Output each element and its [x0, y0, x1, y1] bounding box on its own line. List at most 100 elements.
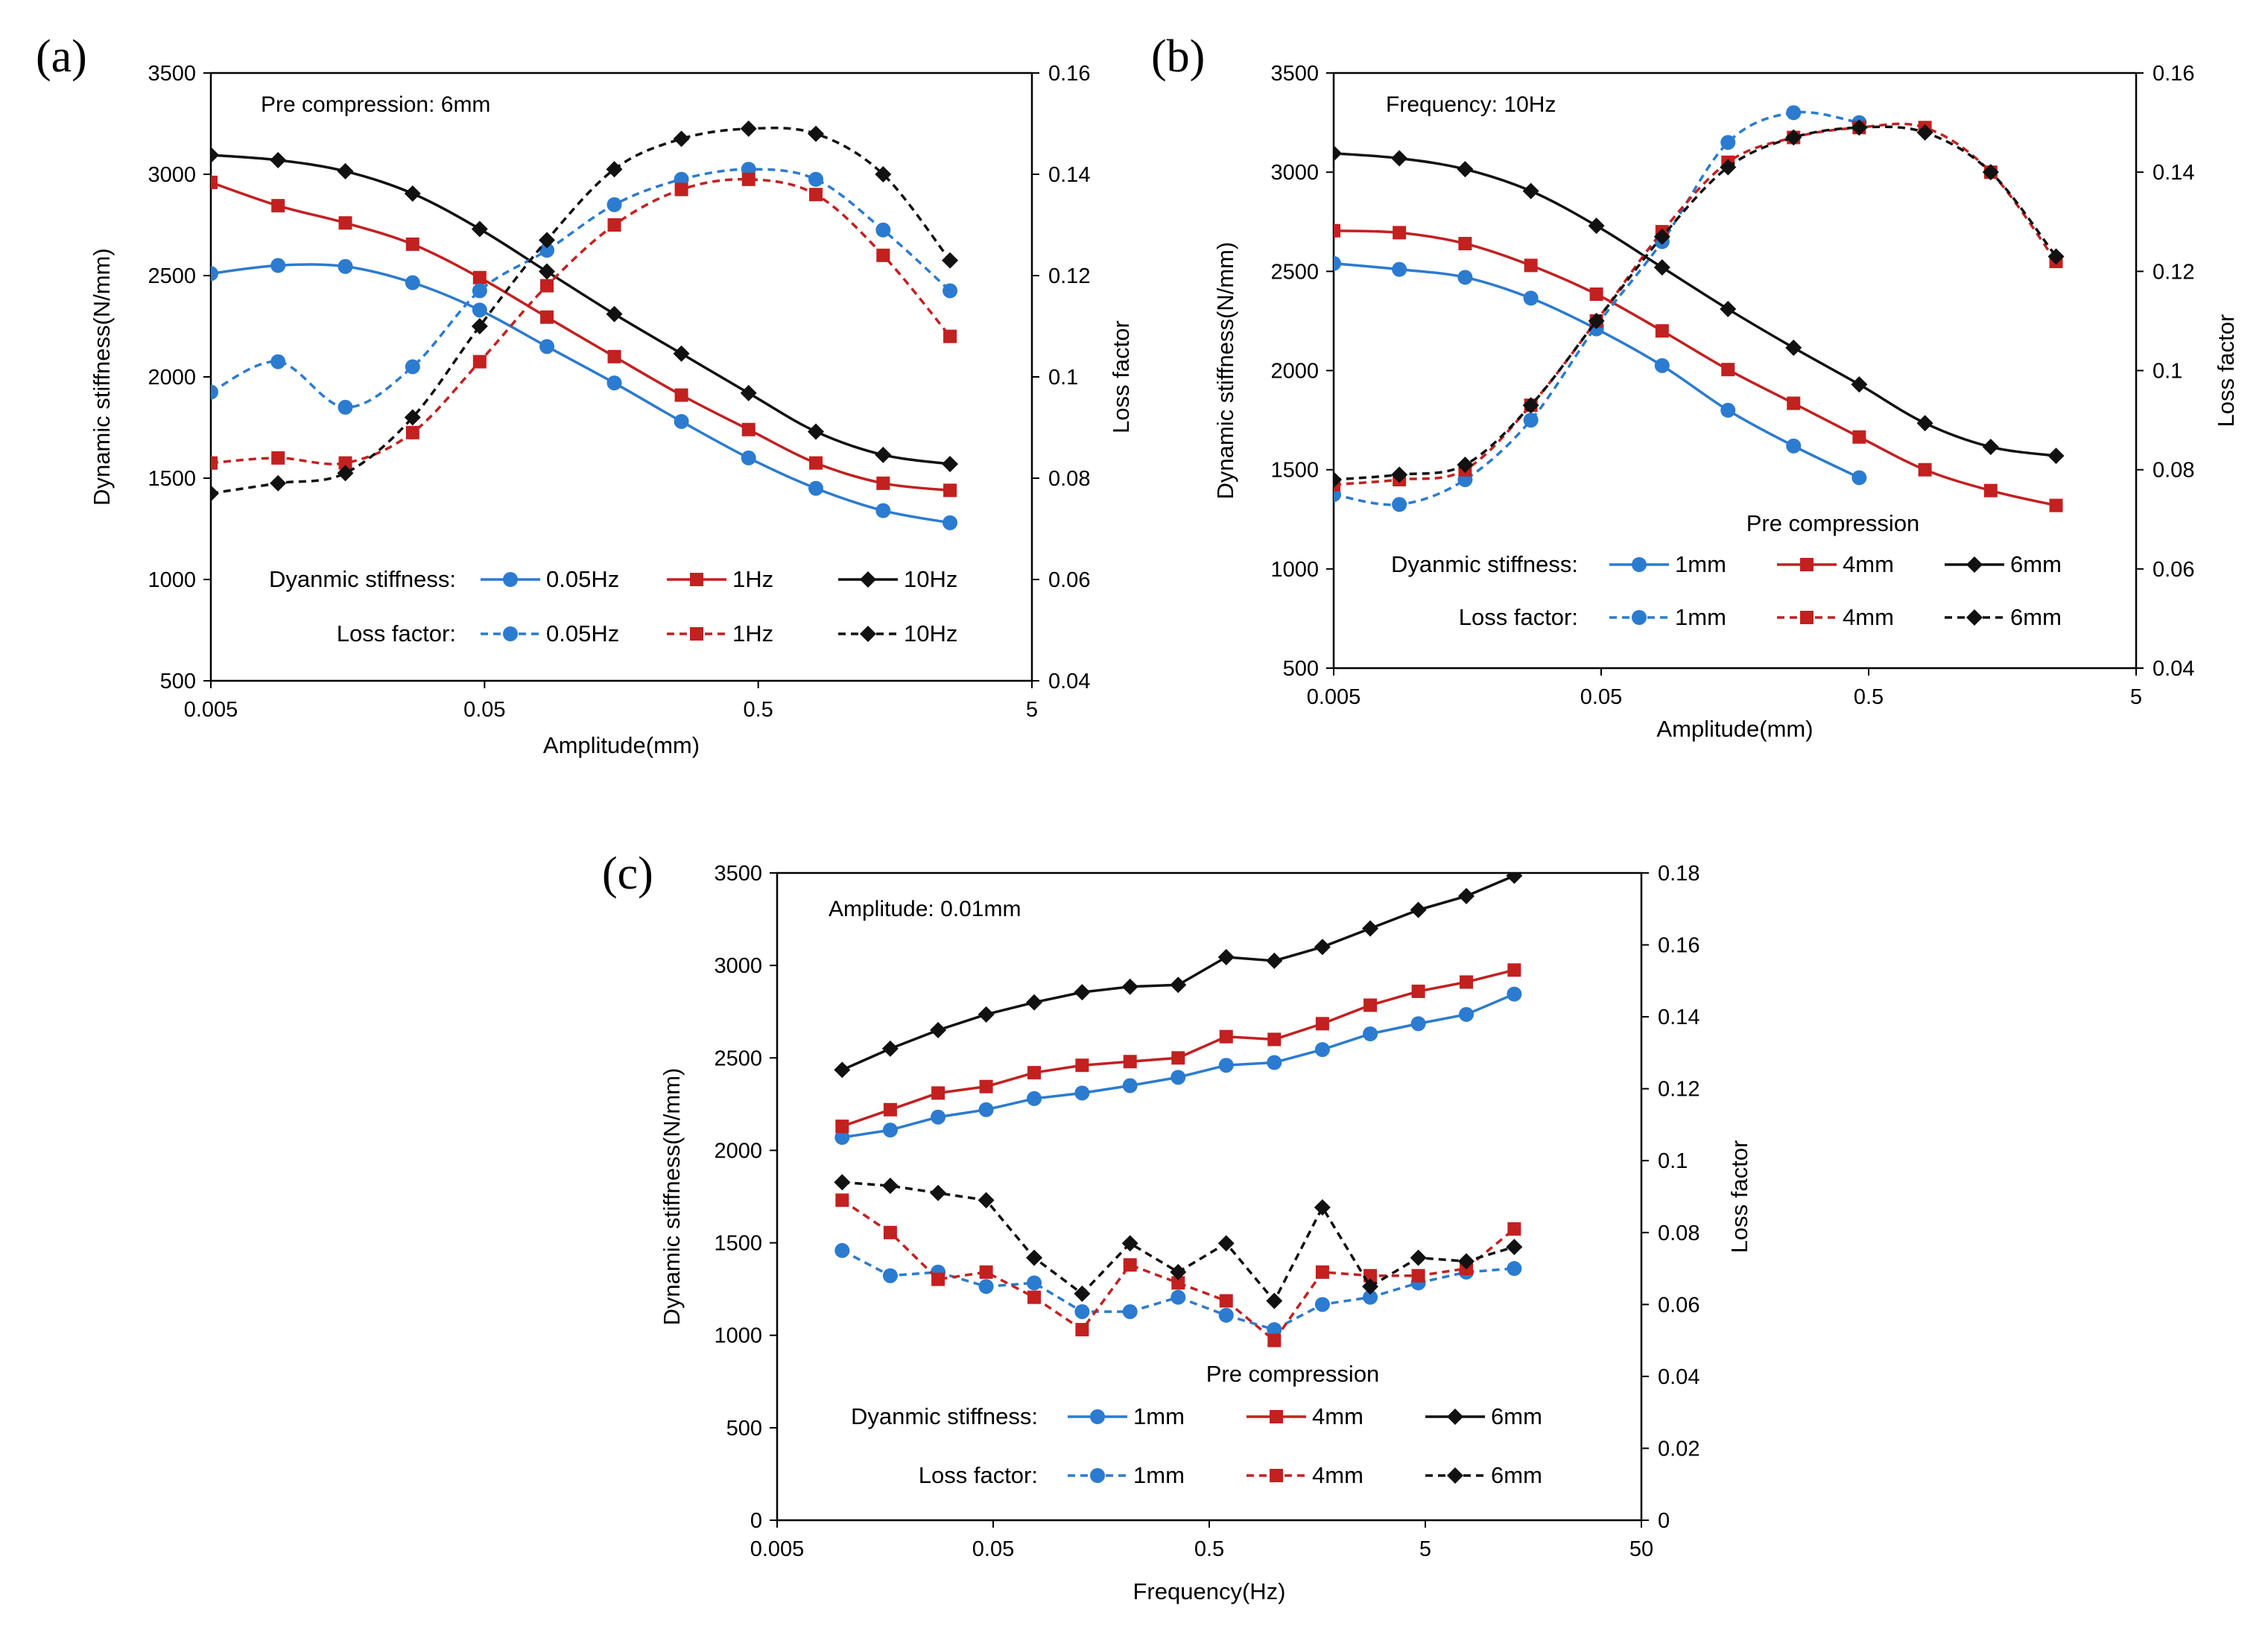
series-left-10Hz — [211, 147, 959, 472]
data-point-0.05Hz — [539, 243, 555, 258]
y2-axis-label: Loss factor — [1726, 1140, 1752, 1254]
data-point-4mm — [883, 1225, 897, 1239]
data-point-6mm — [1170, 1263, 1187, 1280]
data-point-0.05Hz — [808, 480, 824, 496]
y2-tick-label: 0.06 — [2153, 558, 2194, 582]
data-point-6mm — [1121, 1235, 1138, 1252]
data-point-1mm — [1457, 270, 1473, 285]
data-point-4mm — [1589, 287, 1603, 301]
data-point-4mm — [1852, 430, 1866, 444]
y2-tick-label: 0.16 — [1048, 62, 1090, 86]
legend-marker-1Hz — [690, 573, 703, 586]
data-point-6mm — [1982, 164, 1999, 181]
y2-axis-label: Loss factor — [1108, 320, 1134, 434]
legend-entry-label: 4mm — [1843, 551, 1894, 577]
legend-marker-4mm — [1270, 1410, 1283, 1423]
data-point-1mm — [1786, 105, 1802, 121]
data-point-4mm — [1171, 1276, 1185, 1290]
data-point-1mm — [1392, 497, 1407, 512]
data-point-6mm — [1457, 161, 1474, 178]
data-point-1Hz — [674, 182, 688, 197]
data-point-6mm — [1314, 939, 1331, 956]
data-point-1mm — [1074, 1303, 1090, 1319]
data-point-4mm — [1411, 1268, 1425, 1283]
data-point-6mm — [1653, 259, 1670, 276]
y-tick-label: 2500 — [148, 264, 196, 288]
data-point-1Hz — [943, 483, 957, 498]
data-point-4mm — [1027, 1066, 1042, 1080]
series-left-0.05Hz — [211, 258, 958, 530]
y-tick-label: 1500 — [1270, 459, 1319, 483]
data-point-6mm — [1982, 439, 1999, 456]
data-point-4mm — [931, 1086, 945, 1100]
y-tick-label: 1500 — [148, 467, 196, 491]
data-point-1Hz — [472, 355, 487, 369]
series-left-4mm — [835, 963, 1521, 1134]
data-point-0.05Hz — [808, 171, 824, 187]
data-point-6mm — [1410, 901, 1427, 918]
x-axis-label: Amplitude(mm) — [1656, 716, 1813, 742]
y2-tick-label: 0.06 — [1658, 1293, 1700, 1317]
y2-tick-label: 0.02 — [1658, 1437, 1700, 1461]
data-point-0.05Hz — [338, 258, 353, 274]
data-point-1mm — [834, 1130, 850, 1146]
series-line-right-10Hz — [211, 127, 951, 495]
data-point-1Hz — [271, 199, 285, 213]
data-point-4mm — [1315, 1265, 1329, 1279]
legend-marker-4mm — [1270, 1469, 1283, 1482]
legend-marker-6mm — [1447, 1409, 1463, 1425]
data-point-1Hz — [607, 218, 621, 232]
legend-entry-label: 1mm — [1133, 1462, 1185, 1488]
data-point-6mm — [1720, 300, 1737, 317]
y2-tick-label: 0.1 — [1048, 366, 1078, 390]
data-point-4mm — [1267, 1333, 1282, 1347]
data-point-10Hz — [337, 162, 354, 180]
x-axis-label: Frequency(Hz) — [1133, 1578, 1286, 1604]
y-tick-label: 3500 — [148, 62, 196, 86]
data-point-1Hz — [876, 248, 890, 262]
y-tick-label: 2000 — [714, 1139, 762, 1163]
data-point-1mm — [1523, 290, 1539, 306]
data-point-1mm — [1314, 1042, 1330, 1058]
data-point-1mm — [1654, 358, 1670, 373]
series-left-1Hz — [211, 175, 957, 498]
y2-tick-label: 0.1 — [2153, 360, 2182, 384]
data-point-6mm — [1217, 1235, 1235, 1252]
data-point-1mm — [1074, 1085, 1090, 1101]
x-tick-label: 0.005 — [1307, 685, 1361, 709]
chart-annotation: Amplitude: 0.01mm — [829, 897, 1021, 921]
data-point-4mm — [1458, 237, 1472, 251]
data-point-0.05Hz — [875, 503, 891, 518]
data-point-1Hz — [741, 172, 756, 186]
data-point-6mm — [1851, 376, 1868, 393]
y2-tick-label: 0.14 — [1048, 163, 1090, 187]
data-point-10Hz — [808, 125, 825, 142]
legend-entry-label: 6mm — [1491, 1403, 1542, 1429]
x-tick-label: 0.5 — [1194, 1537, 1224, 1561]
data-point-1Hz — [540, 310, 554, 324]
y-tick-label: 500 — [1283, 657, 1319, 681]
y-tick-label: 3000 — [148, 163, 196, 187]
legend-entry-label: 4mm — [1312, 1462, 1363, 1488]
data-point-4mm — [1075, 1323, 1089, 1337]
data-point-1Hz — [211, 456, 218, 470]
data-point-1mm — [1786, 438, 1802, 454]
data-point-0.05Hz — [674, 413, 689, 429]
y-tick-label: 2500 — [714, 1047, 762, 1070]
data-point-10Hz — [539, 232, 556, 249]
legend-marker-1mm — [1632, 557, 1647, 572]
y2-tick-label: 0.12 — [2153, 260, 2194, 284]
data-point-4mm — [979, 1079, 993, 1093]
series-right-6mm — [1334, 119, 2065, 488]
legend-marker-6mm — [1447, 1467, 1463, 1484]
data-point-4mm — [1334, 223, 1340, 238]
data-point-0.05Hz — [539, 339, 555, 355]
data-point-4mm — [1393, 226, 1407, 240]
series-right-10Hz — [211, 120, 959, 502]
data-point-1mm — [882, 1122, 898, 1138]
y-tick-label: 1500 — [714, 1232, 762, 1256]
data-point-6mm — [1026, 1249, 1043, 1266]
data-point-1mm — [1218, 1307, 1234, 1323]
